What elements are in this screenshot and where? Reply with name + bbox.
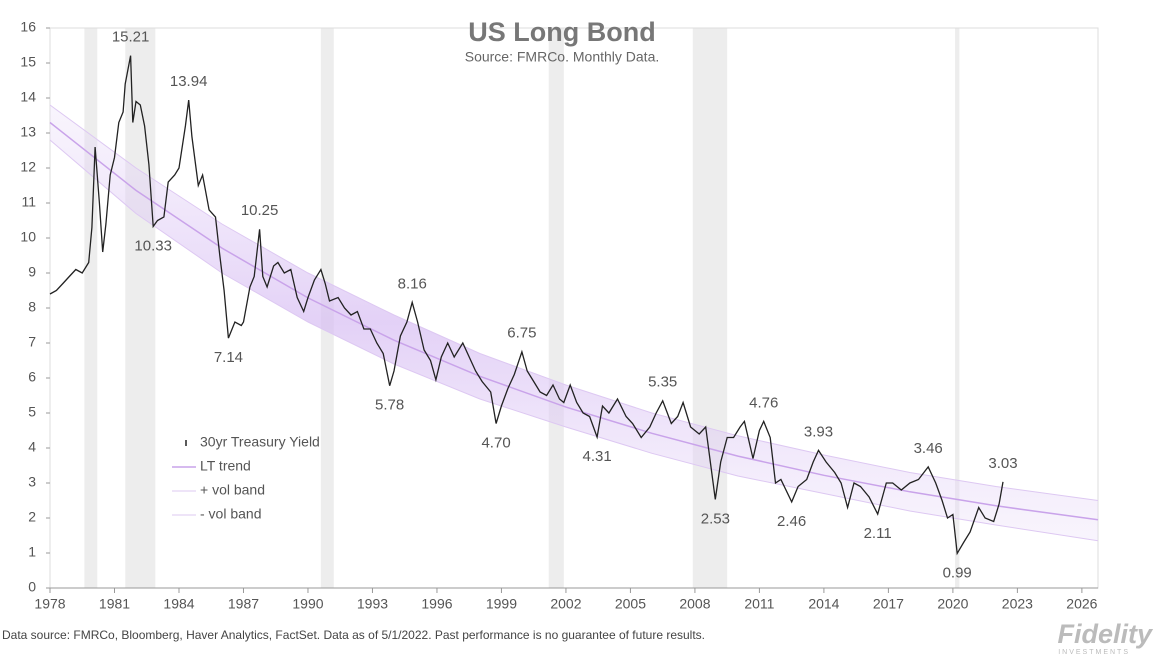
x-tick-label: 2017 xyxy=(873,596,904,612)
shaded-period xyxy=(692,28,728,588)
y-tick-label: 0 xyxy=(28,579,36,595)
series-line xyxy=(49,104,1099,501)
series-line xyxy=(49,55,1004,556)
series-line xyxy=(49,121,1099,521)
annotation: 2.53 xyxy=(701,510,730,527)
y-tick-label: 11 xyxy=(21,194,36,210)
annotation: 5.35 xyxy=(648,374,677,391)
annotation: 3.93 xyxy=(804,423,833,440)
annotation: 8.16 xyxy=(398,275,427,292)
logo: Fidelity xyxy=(1057,619,1153,649)
x-tick-label: 1984 xyxy=(163,596,194,612)
annotation: 2.46 xyxy=(777,513,806,530)
x-tick-label: 2005 xyxy=(615,596,646,612)
y-tick-label: 10 xyxy=(20,229,36,245)
y-tick-label: 6 xyxy=(28,369,36,385)
annotation: 15.21 xyxy=(112,29,150,46)
footnote: Data source: FMRCo, Bloomberg, Haver Ana… xyxy=(2,628,705,642)
annotation: 0.99 xyxy=(943,564,972,581)
annotation: 5.78 xyxy=(375,397,404,414)
shaded-period xyxy=(84,28,98,588)
x-tick-label: 2008 xyxy=(679,596,710,612)
x-tick-label: 2002 xyxy=(550,596,581,612)
y-tick-label: 7 xyxy=(28,334,36,350)
shaded-period xyxy=(125,28,156,588)
x-tick-label: 2020 xyxy=(937,596,968,612)
chart-title: US Long Bond xyxy=(468,17,655,47)
y-tick-label: 12 xyxy=(20,159,36,175)
logo-sub: INVESTMENTS xyxy=(1058,649,1130,656)
annotation: 6.75 xyxy=(507,325,536,342)
legend-label: LT trend xyxy=(200,458,251,474)
y-tick-label: 1 xyxy=(28,544,36,560)
shaded-period xyxy=(955,28,960,588)
legend-label: + vol band xyxy=(200,482,265,498)
annotation: 7.14 xyxy=(214,349,243,366)
x-tick-label: 1990 xyxy=(292,596,323,612)
x-tick-label: 1978 xyxy=(34,596,65,612)
x-tick-label: 1987 xyxy=(228,596,259,612)
annotation: 13.94 xyxy=(170,73,208,90)
annotation: 10.33 xyxy=(134,237,172,254)
legend-label: - vol band xyxy=(200,506,261,522)
annotation: 10.25 xyxy=(241,202,279,219)
annotation: 3.03 xyxy=(988,455,1017,472)
y-tick-label: 2 xyxy=(28,509,36,525)
y-tick-label: 5 xyxy=(28,404,36,420)
shaded-period xyxy=(548,28,564,588)
x-tick-label: 1996 xyxy=(421,596,452,612)
legend-label: 30yr Treasury Yield xyxy=(200,434,320,450)
y-tick-label: 4 xyxy=(28,439,36,455)
annotation: 2.11 xyxy=(864,525,892,542)
x-tick-label: 2011 xyxy=(744,596,774,612)
y-tick-label: 14 xyxy=(20,89,36,105)
chart-subtitle: Source: FMRCo. Monthly Data. xyxy=(465,49,660,65)
y-tick-label: 8 xyxy=(28,299,36,315)
x-tick-label: 1981 xyxy=(99,596,130,612)
annotation: 4.70 xyxy=(481,434,510,451)
x-tick-label: 1993 xyxy=(357,596,388,612)
x-tick-label: 2023 xyxy=(1002,596,1033,612)
y-tick-label: 16 xyxy=(20,19,36,35)
x-tick-label: 1999 xyxy=(486,596,517,612)
annotation: 4.31 xyxy=(583,448,612,465)
x-tick-label: 2026 xyxy=(1066,596,1097,612)
y-tick-label: 3 xyxy=(28,474,36,490)
y-tick-label: 13 xyxy=(20,124,36,140)
x-tick-label: 2014 xyxy=(808,596,839,612)
y-tick-label: 15 xyxy=(20,54,36,70)
annotation: 3.46 xyxy=(914,440,943,457)
vol-band-fill xyxy=(50,105,1098,541)
annotation: 4.76 xyxy=(749,394,778,411)
y-tick-label: 9 xyxy=(28,264,36,280)
